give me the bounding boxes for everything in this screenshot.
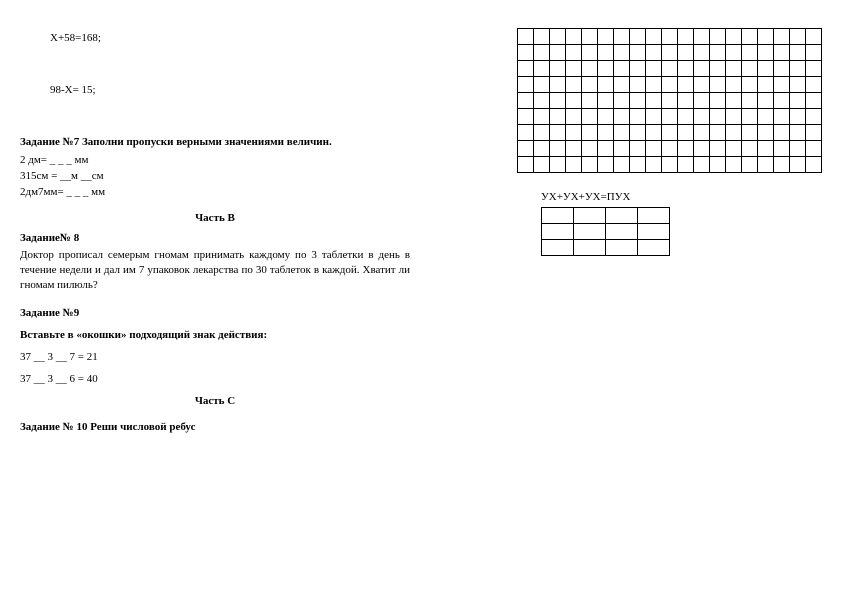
part-b-heading: Часть В (20, 212, 410, 224)
right-column: УХ+УХ+УХ=ПУХ (517, 28, 822, 256)
grid-large (517, 28, 822, 173)
task7-line3: 2дм7мм= _ _ _ мм (20, 186, 410, 198)
task7-title: Задание №7 Заполни пропуски верными знач… (20, 136, 410, 148)
task8-body: Доктор прописал семерым гномам принимать… (20, 248, 410, 293)
task10-title: Задание № 10 Реши числовой ребус (20, 421, 410, 433)
equation-2: 98-X= 15; (50, 84, 410, 96)
task7-line2: 315см = __м __см (20, 170, 410, 182)
task9-title: Задание №9 (20, 307, 410, 319)
part-c-heading: Часть С (20, 395, 410, 407)
grid-small (541, 207, 670, 256)
left-column: X+58=168; 98-X= 15; Задание №7 Заполни п… (20, 32, 410, 433)
task8-title: Задание№ 8 (20, 232, 410, 244)
task9-sub: Вставьте в «окошки» подходящий знак дейс… (20, 329, 410, 341)
task9-line1: 37 __ 3 __ 7 = 21 (20, 351, 410, 363)
task9-line2: 37 __ 3 __ 6 = 40 (20, 373, 410, 385)
rebus-caption: УХ+УХ+УХ=ПУХ (541, 191, 822, 203)
equation-1: X+58=168; (50, 32, 410, 44)
task7-line1: 2 дм= _ _ _ мм (20, 154, 410, 166)
